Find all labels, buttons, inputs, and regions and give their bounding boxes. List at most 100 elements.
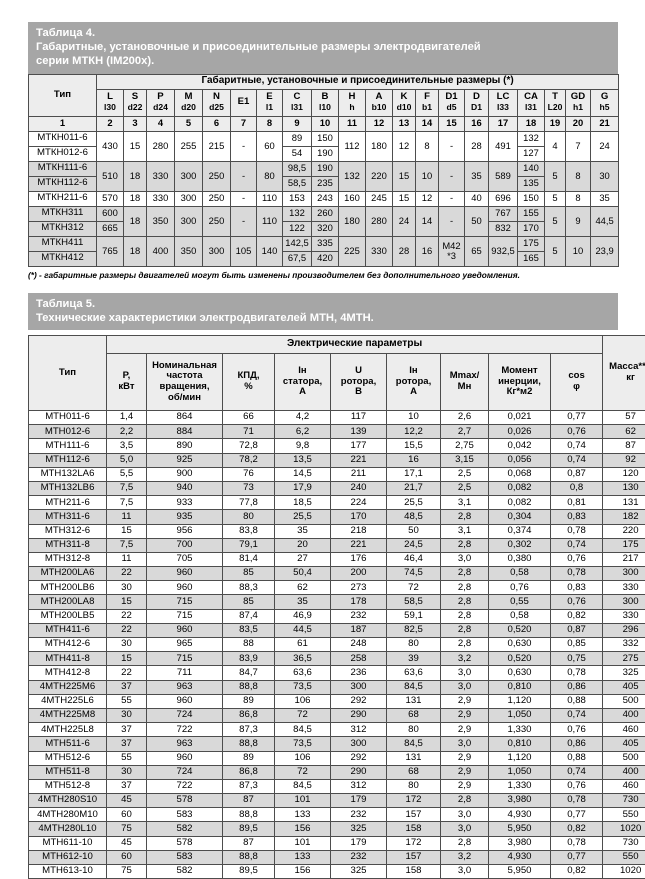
table5-cell-u: 273	[331, 581, 387, 595]
table4-column-number: 1	[29, 116, 97, 131]
table4-cell-D: 35	[465, 161, 489, 191]
table5-cell-n: 960	[147, 623, 223, 637]
table4-column-number: 4	[147, 116, 175, 131]
table5-cell-j: 0,630	[489, 638, 551, 652]
table5-cell-cos: 0,82	[551, 609, 603, 623]
table5-cell-n: 583	[147, 850, 223, 864]
table5-row-type: 4МТН280М10	[29, 808, 107, 822]
table4-type-header: Тип	[29, 74, 97, 116]
table4-column-number: 9	[283, 116, 312, 131]
table5-cell-ir: 46,4	[387, 552, 441, 566]
table5-cell-p: 22	[107, 666, 147, 680]
table5-cell-mm: 2,8	[441, 595, 489, 609]
table5-row-type: 4МТН225М8	[29, 708, 107, 722]
table5-cell-m: 400	[603, 708, 645, 722]
table5-cell-ir: 58,5	[387, 595, 441, 609]
table4-cell-C: 142,5	[283, 236, 312, 251]
table5-cell-j: 0,76	[489, 581, 551, 595]
table5-cell-n: 700	[147, 538, 223, 552]
table5-cell-cos: 0,74	[551, 439, 603, 453]
table5-cell-ir: 68	[387, 765, 441, 779]
table5-cell-cos: 0,77	[551, 808, 603, 822]
table5-cell-m: 332	[603, 638, 645, 652]
table5-cell-ir: 48,5	[387, 510, 441, 524]
table5-cell-p: 37	[107, 737, 147, 751]
table5-cell-n: 925	[147, 453, 223, 467]
table5-cell-u: 240	[331, 481, 387, 495]
table5-cell-ir: 84,5	[387, 680, 441, 694]
table5-cell-is: 18,5	[275, 496, 331, 510]
table4-cell-G: 24	[591, 131, 619, 161]
table5-cell-eff: 78,2	[223, 453, 275, 467]
table5-cell-is: 62	[275, 581, 331, 595]
table5-cell-cos: 0,76	[551, 425, 603, 439]
table5-cell-u: 312	[331, 723, 387, 737]
table5-cell-u: 325	[331, 865, 387, 879]
table5-cell-p: 55	[107, 751, 147, 765]
table4-cell-D: 65	[465, 236, 489, 266]
table4-cell-S: 18	[124, 191, 147, 206]
table5-cell-j: 1,330	[489, 779, 551, 793]
table5-header-power: Р,кВт	[107, 354, 147, 411]
table5-cell-cos: 0,82	[551, 822, 603, 836]
table5-cell-n: 935	[147, 510, 223, 524]
table4-cell-T: 5	[545, 236, 566, 266]
table5-cell-n: 890	[147, 439, 223, 453]
table5-row-type: МТН132LA6	[29, 467, 107, 481]
table4-column-number: 21	[591, 116, 619, 131]
table5-cell-mm: 2,8	[441, 609, 489, 623]
table5-cell-m: 1020	[603, 865, 645, 879]
table5-cell-n: 583	[147, 808, 223, 822]
table4-row-type: МТКН211-6	[29, 191, 97, 206]
table5-cell-j: 0,58	[489, 609, 551, 623]
table5-row-type: 4МТН225М6	[29, 680, 107, 694]
table5-cell-n: 963	[147, 680, 223, 694]
table5-cell-m: 87	[603, 439, 645, 453]
table5-cell-is: 44,5	[275, 623, 331, 637]
table5-cell-m: 275	[603, 652, 645, 666]
table4-cell-A: 245	[366, 191, 393, 206]
table4-column-number: 6	[203, 116, 231, 131]
table5-cell-p: 30	[107, 708, 147, 722]
table5-cell-p: 5,0	[107, 453, 147, 467]
table4-cell-L: 430	[97, 131, 124, 161]
table4-cell-L: 600	[97, 206, 124, 221]
table5-cell-cos: 0,74	[551, 538, 603, 552]
table5-header-efficiency: КПД,%	[223, 354, 275, 411]
table5-cell-m: 550	[603, 808, 645, 822]
table5-cell-eff: 79,1	[223, 538, 275, 552]
table5-cell-p: 5,5	[107, 467, 147, 481]
table5-cell-m: 57	[603, 411, 645, 425]
table5-cell-p: 75	[107, 865, 147, 879]
table5-cell-is: 35	[275, 595, 331, 609]
table5-cell-eff: 87	[223, 836, 275, 850]
table5-row-type: 4МТН280S10	[29, 794, 107, 808]
table4-caption-line3: серии МТКН (IM200x).	[36, 54, 610, 68]
table4-cell-C: 153	[283, 191, 312, 206]
table5-row-type: МТН612-10	[29, 850, 107, 864]
table5-cell-m: 300	[603, 595, 645, 609]
table5-cell-eff: 87	[223, 794, 275, 808]
table5-cell-p: 7,5	[107, 538, 147, 552]
table5-cell-mm: 2,8	[441, 510, 489, 524]
table5-cell-m: 500	[603, 751, 645, 765]
table4-cell-T: 5	[545, 191, 566, 206]
table5-cell-n: 715	[147, 652, 223, 666]
table4-column-number: 12	[366, 116, 393, 131]
table5-cell-is: 101	[275, 836, 331, 850]
table4-cell-LC: 696	[489, 191, 518, 206]
table5-cell-ir: 84,5	[387, 737, 441, 751]
table4-cell-C: 132	[283, 206, 312, 221]
table4-column-number: 13	[393, 116, 416, 131]
table4-cell-LC: 832	[489, 221, 518, 236]
table5-cell-m: 175	[603, 538, 645, 552]
table5-row-type: МТН112-6	[29, 453, 107, 467]
